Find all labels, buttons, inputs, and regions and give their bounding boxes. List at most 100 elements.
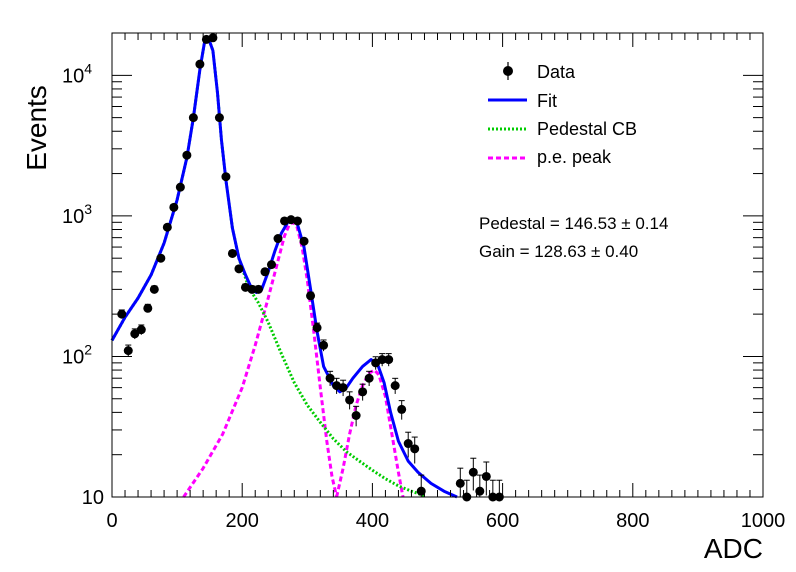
data-point-marker: [325, 373, 335, 383]
data-point-marker: [384, 355, 394, 365]
pedestal-annotation-value: Pedestal = 146.53: [479, 214, 617, 233]
data-point: [455, 467, 465, 497]
data-point: [351, 405, 361, 427]
data-point-marker: [358, 387, 368, 397]
data-point-marker: [162, 222, 172, 232]
data-point-marker: [136, 325, 146, 335]
data-point-marker: [130, 329, 140, 339]
data-point: [175, 182, 185, 192]
legend-entry-data: Data: [503, 62, 576, 82]
legend-entry-pedestal: Pedestal CB: [488, 119, 637, 139]
legend-data-marker: [503, 66, 513, 76]
data-point: [221, 172, 231, 182]
data-point-marker: [390, 381, 400, 391]
data-point: [188, 113, 198, 123]
data-point-marker: [377, 355, 387, 365]
legend-pedestal-label: Pedestal CB: [537, 119, 637, 139]
pedestal-annotation-pm: ±: [621, 214, 630, 233]
data-point: [345, 391, 355, 410]
data-point: [390, 377, 400, 394]
data-point: [227, 248, 237, 258]
data-point: [214, 113, 224, 123]
data-point-marker: [403, 439, 413, 449]
data-point-marker: [253, 284, 263, 294]
data-point: [364, 370, 374, 386]
y-tick-label: 104: [62, 60, 92, 87]
data-point-marker: [351, 411, 361, 421]
data-point: [123, 344, 133, 357]
data-point-marker: [156, 253, 166, 263]
data-point-marker: [345, 395, 355, 405]
y-tick-label: 10: [82, 487, 104, 509]
data-point-marker: [260, 267, 270, 277]
data-point-marker: [468, 467, 478, 477]
gain-annotation: Gain = 128.63 ± 0.40: [479, 242, 638, 261]
data-point: [273, 234, 283, 244]
data-point-marker: [221, 172, 231, 182]
data-point: [312, 322, 322, 333]
data-point-marker: [455, 478, 465, 488]
data-point-marker: [338, 383, 348, 393]
data-point: [182, 150, 192, 160]
data-point: [468, 457, 478, 491]
data-point-marker: [169, 202, 179, 212]
data-point-marker: [266, 260, 276, 270]
data-point: [130, 328, 140, 340]
data-point-marker: [182, 150, 192, 160]
data-point-marker: [306, 291, 316, 301]
data-point-marker: [175, 182, 185, 192]
data-point-marker: [397, 404, 407, 414]
data-point: [253, 284, 263, 294]
data-point: [208, 33, 218, 43]
x-tick-label: 600: [486, 510, 519, 532]
data-point: [162, 222, 172, 232]
data-point-marker: [123, 346, 133, 356]
legend-fit-label: Fit: [537, 91, 557, 111]
data-point-marker: [188, 113, 198, 123]
data-point: [306, 291, 316, 301]
data-point-marker: [214, 113, 224, 123]
data-point: [358, 383, 368, 401]
y-tick-label: 102: [62, 341, 92, 368]
data-point-marker: [312, 323, 322, 333]
data-point-marker: [410, 444, 420, 454]
plot-area: [110, 33, 504, 502]
data-point-marker: [293, 216, 303, 226]
data-point-marker: [299, 236, 309, 246]
data-point: [325, 370, 335, 386]
pedestal-annotation: Pedestal = 146.53 ± 0.14: [479, 214, 668, 233]
axes: 0 200 400 600 800 1000 10 102 103 104: [62, 32, 786, 532]
data-point: [384, 353, 394, 367]
x-axis-title: ADC: [704, 533, 763, 564]
data-point: [143, 303, 153, 313]
data-point: [397, 400, 407, 420]
data-point-marker: [481, 471, 491, 481]
data-point-marker: [475, 486, 485, 496]
legend: Data Fit Pedestal CB p.e. peak: [488, 62, 637, 167]
legend-entry-fit: Fit: [488, 91, 557, 111]
data-point: [338, 379, 348, 397]
data-point-marker: [234, 264, 244, 274]
data-point: [149, 284, 159, 294]
x-tick-label: 200: [226, 510, 259, 532]
x-tick-label: 0: [106, 510, 117, 532]
data-point: [475, 474, 485, 497]
data-point: [377, 353, 387, 367]
x-tick-label: 1000: [741, 510, 786, 532]
data-point-marker: [319, 340, 329, 350]
legend-pe-label: p.e. peak: [537, 147, 612, 167]
data-point-marker: [416, 486, 426, 496]
gain-annotation-pm: ±: [591, 242, 600, 261]
x-tick-label: 400: [356, 510, 389, 532]
data-point-marker: [149, 284, 159, 294]
data-point-marker: [273, 234, 283, 244]
gain-annotation-error: 0.40: [605, 242, 638, 261]
data-point: [403, 431, 413, 458]
data-point: [481, 461, 491, 496]
legend-data-label: Data: [537, 62, 576, 82]
data-point: [136, 324, 146, 335]
data-point-marker: [195, 59, 205, 69]
data-point: [195, 59, 205, 69]
